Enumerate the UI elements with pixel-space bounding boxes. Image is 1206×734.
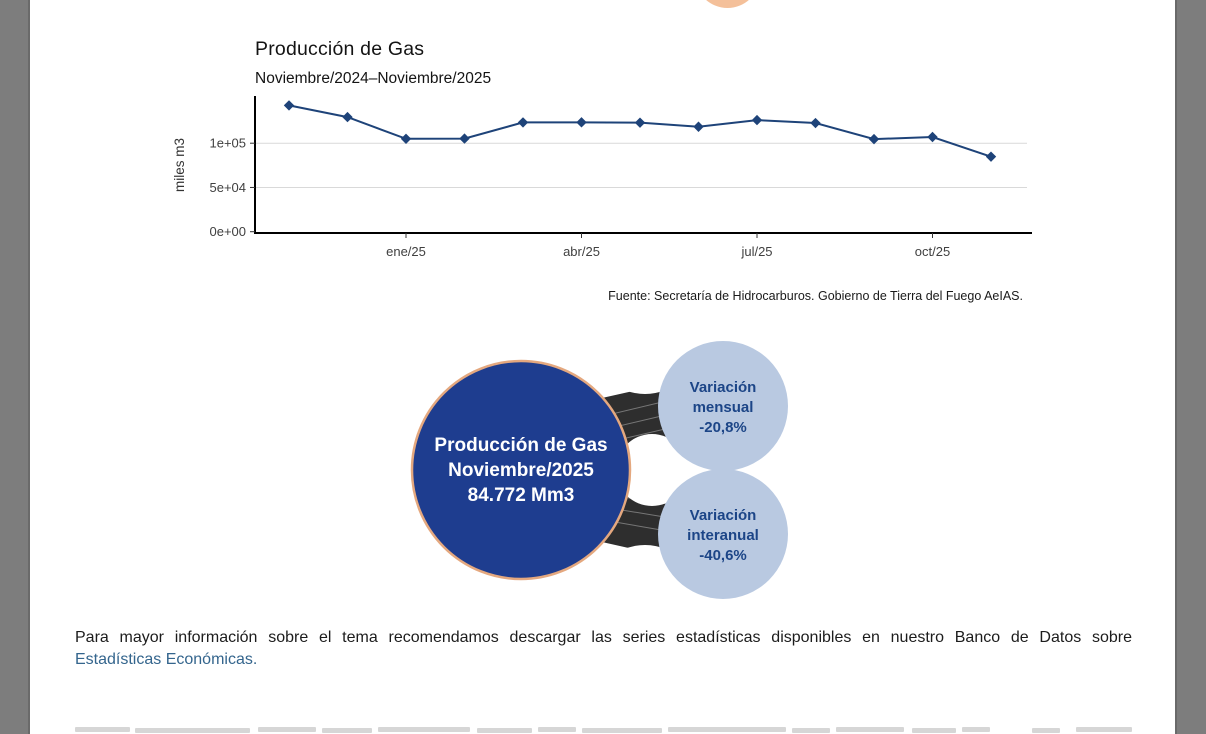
main-production-circle <box>410 359 632 581</box>
cutoff-dash <box>1076 727 1132 732</box>
svg-text:oct/25: oct/25 <box>915 244 950 259</box>
cutoff-dash <box>962 727 990 732</box>
yearly-variation-bubble <box>658 469 788 599</box>
cutoff-dash <box>668 727 786 732</box>
gas-production-infographic <box>410 335 788 615</box>
gas-production-line-chart: miles m3 0e+00 5e+04 1e+05 ene/25 abr/25 jul/… <box>172 96 1032 259</box>
footer-text: Para mayor información sobre el tema rec… <box>75 629 1132 646</box>
svg-text:abr/25: abr/25 <box>563 244 600 259</box>
cutoff-dash <box>836 727 904 732</box>
yearly-variation-text: Variación interanual -40,6% <box>687 507 759 564</box>
cutoff-dash <box>258 727 316 732</box>
cutoff-dash <box>477 728 532 733</box>
cutoff-dash <box>538 727 576 732</box>
y-axis-label: miles m3 <box>172 138 187 192</box>
monthly-variation-text: Variación mensual -20,8% <box>689 379 757 436</box>
svg-text:ene/25: ene/25 <box>386 244 426 259</box>
monthly-variation-bubble <box>658 341 788 471</box>
cutoff-dash <box>378 727 470 732</box>
cutoff-next-line-text <box>30 727 1175 734</box>
footer-paragraph: Para mayor información sobre el tema rec… <box>75 627 1132 671</box>
svg-text:1e+05: 1e+05 <box>209 136 246 151</box>
cutoff-dash <box>912 728 956 733</box>
cutoff-dash <box>75 727 130 732</box>
svg-text:0e+00: 0e+00 <box>209 224 246 239</box>
chart-title: Producción de Gas <box>255 38 425 60</box>
cutoff-dash <box>582 728 662 733</box>
decorative-partial-circle <box>695 0 760 8</box>
cutoff-dash <box>1032 728 1060 733</box>
main-circle-text: Producción de Gas Noviembre/2025 84.772 … <box>434 435 608 507</box>
svg-text:jul/25: jul/25 <box>740 244 772 259</box>
source-note: Fuente: Secretaría de Hidrocarburos. Gob… <box>608 289 1023 303</box>
cutoff-dash <box>792 728 830 733</box>
connector-carve-middle <box>616 434 688 506</box>
svg-text:5e+04: 5e+04 <box>209 180 246 195</box>
cutoff-dash <box>322 728 372 733</box>
document-page: Producción de Gas Noviembre/2024–Noviemb… <box>28 0 1177 734</box>
statistics-link[interactable]: Estadísticas Económicas. <box>75 651 258 669</box>
cutoff-dash <box>135 728 250 733</box>
chart-subtitle: Noviembre/2024–Noviembre/2025 <box>255 70 492 87</box>
